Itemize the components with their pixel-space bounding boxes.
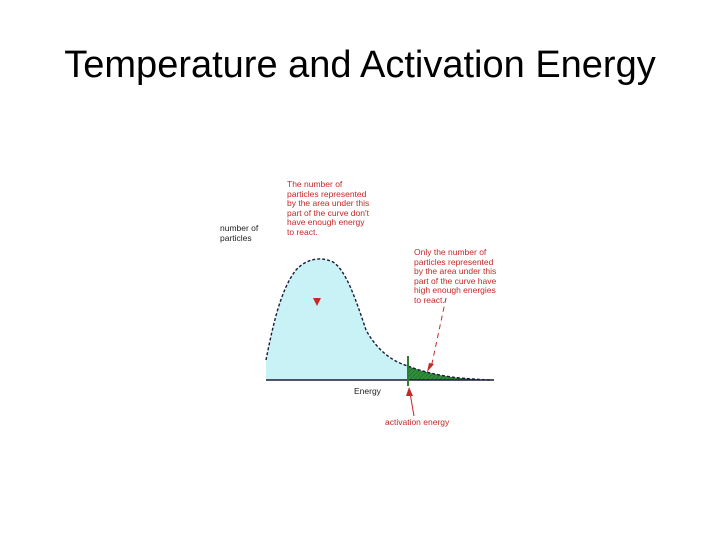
high-energy-note: Only the number of particles represented…	[414, 247, 497, 305]
tail-pointer-arrowhead	[427, 363, 434, 372]
low-energy-note: The number of particles represented by t…	[287, 179, 370, 237]
high-energy-tail-area	[408, 366, 492, 380]
slide-title: Temperature and Activation Energy	[64, 44, 656, 86]
main-area-arrow	[313, 298, 321, 306]
activation-pointer-line	[409, 392, 415, 417]
distribution-curve	[265, 258, 493, 381]
activation-pointer-arrowhead	[406, 387, 413, 396]
activation-energy-label: activation energy	[385, 417, 450, 427]
y-axis-label: number of particles	[220, 223, 259, 243]
main-distribution-area	[266, 258, 408, 380]
x-axis-label: Energy	[354, 386, 381, 396]
tail-pointer-line	[430, 297, 447, 369]
